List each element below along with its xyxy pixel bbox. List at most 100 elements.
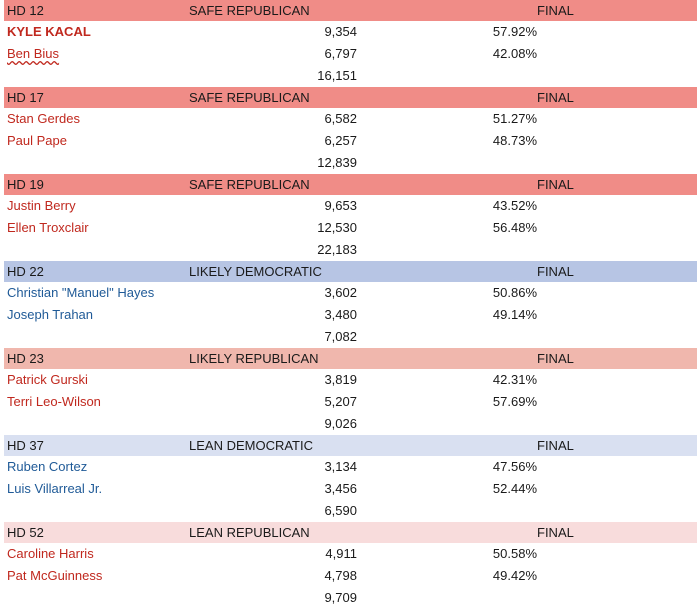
race-total-votes: 6,590 bbox=[324, 503, 357, 518]
candidate-name: Justin Berry bbox=[7, 198, 76, 213]
candidate-name: Caroline Harris bbox=[7, 546, 94, 561]
race-status: FINAL bbox=[537, 438, 574, 453]
race-rating: SAFE REPUBLICAN bbox=[189, 90, 310, 105]
race-status: FINAL bbox=[537, 525, 574, 540]
candidate-votes: 3,134 bbox=[324, 459, 357, 474]
candidate-votes: 4,798 bbox=[324, 568, 357, 583]
candidate-name: Stan Gerdes bbox=[7, 111, 80, 126]
race-status: FINAL bbox=[537, 264, 574, 279]
race-block: HD 19 SAFE REPUBLICAN FINAL Justin Berry 9,6… bbox=[4, 174, 697, 261]
race-total-votes: 16,151 bbox=[317, 68, 357, 83]
race-header: HD 12 SAFE REPUBLICAN FINAL bbox=[4, 0, 697, 21]
race-total-row: 9,709 bbox=[4, 587, 697, 609]
race-rating: LIKELY REPUBLICAN bbox=[189, 351, 319, 366]
candidate-name: Joseph Trahan bbox=[7, 307, 94, 322]
candidate-name: Ruben Cortez bbox=[7, 459, 88, 474]
candidate-votes: 4,911 bbox=[325, 546, 357, 561]
candidate-percent: 50.86% bbox=[492, 285, 537, 300]
race-total-row: 12,839 bbox=[4, 152, 697, 174]
race-header: HD 22 LIKELY DEMOCRATIC FINAL bbox=[4, 261, 697, 282]
candidate-percent: 50.58% bbox=[492, 546, 537, 561]
race-rating: SAFE REPUBLICAN bbox=[189, 3, 310, 18]
race-block: HD 22 LIKELY DEMOCRATIC FINAL Christian "Ma… bbox=[4, 261, 697, 348]
candidate-votes: 3,480 bbox=[324, 307, 357, 322]
race-block: HD 17 SAFE REPUBLICAN FINAL Stan Gerdes 6,58… bbox=[4, 87, 697, 174]
race-rating: LIKELY DEMOCRATIC bbox=[189, 264, 322, 279]
candidate-row: Justin Berry 9,653 43.52% bbox=[4, 195, 697, 217]
results-sheet: HD 12 SAFE REPUBLICAN FINAL KYLE KACAL 9,354… bbox=[4, 0, 697, 609]
candidate-name: Ellen Troxclair bbox=[7, 220, 89, 235]
candidate-votes: 3,819 bbox=[324, 372, 357, 387]
candidate-percent: 42.08% bbox=[492, 46, 537, 61]
candidate-row: Ben Bius 6,797 42.08% bbox=[4, 43, 697, 65]
race-header: HD 23 LIKELY REPUBLICAN FINAL bbox=[4, 348, 697, 369]
race-total-row: 16,151 bbox=[4, 65, 697, 87]
candidate-votes: 6,582 bbox=[324, 111, 357, 126]
candidate-row: Stan Gerdes 6,582 51.27% bbox=[4, 108, 697, 130]
race-block: HD 52 LEAN REPUBLICAN FINAL Caroline Harris… bbox=[4, 522, 697, 609]
candidate-name: Pat McGuinness bbox=[7, 568, 103, 583]
candidate-name: Patrick Gurski bbox=[7, 372, 88, 387]
district-label: HD 37 bbox=[7, 438, 44, 453]
candidate-name: KYLE KACAL bbox=[7, 24, 91, 39]
race-header: HD 19 SAFE REPUBLICAN FINAL bbox=[4, 174, 697, 195]
candidate-percent: 57.69% bbox=[492, 394, 537, 409]
candidate-row: Christian "Manuel" Hayes 3,602 50.86% bbox=[4, 282, 697, 304]
race-rating: SAFE REPUBLICAN bbox=[189, 177, 310, 192]
candidate-votes: 9,354 bbox=[324, 24, 357, 39]
candidate-row: Patrick Gurski 3,819 42.31% bbox=[4, 369, 697, 391]
candidate-name: Christian "Manuel" Hayes bbox=[7, 285, 155, 300]
candidate-row: Ellen Troxclair 12,530 56.48% bbox=[4, 217, 697, 239]
candidate-name: Luis Villarreal Jr. bbox=[7, 481, 103, 496]
race-header: HD 37 LEAN DEMOCRATIC FINAL bbox=[4, 435, 697, 456]
candidate-votes: 12,530 bbox=[317, 220, 357, 235]
candidate-row: Ruben Cortez 3,134 47.56% bbox=[4, 456, 697, 478]
race-status: FINAL bbox=[537, 3, 574, 18]
candidate-row: Pat McGuinness 4,798 49.42% bbox=[4, 565, 697, 587]
race-total-row: 6,590 bbox=[4, 500, 697, 522]
race-header: HD 52 LEAN REPUBLICAN FINAL bbox=[4, 522, 697, 543]
candidate-row: Joseph Trahan 3,480 49.14% bbox=[4, 304, 697, 326]
race-rating: LEAN REPUBLICAN bbox=[189, 525, 310, 540]
race-block: HD 37 LEAN DEMOCRATIC FINAL Ruben Cortez 3,1… bbox=[4, 435, 697, 522]
race-total-votes: 9,026 bbox=[324, 416, 357, 431]
candidate-votes: 9,653 bbox=[324, 198, 357, 213]
candidate-percent: 56.48% bbox=[492, 220, 537, 235]
candidate-row: Terri Leo-Wilson 5,207 57.69% bbox=[4, 391, 697, 413]
district-label: HD 52 bbox=[7, 525, 44, 540]
candidate-percent: 49.14% bbox=[492, 307, 537, 322]
race-block: HD 23 LIKELY REPUBLICAN FINAL Patrick Gursk… bbox=[4, 348, 697, 435]
district-label: HD 22 bbox=[7, 264, 44, 279]
candidate-percent: 52.44% bbox=[492, 481, 537, 496]
candidate-votes: 3,456 bbox=[324, 481, 357, 496]
race-total-votes: 7,082 bbox=[324, 329, 357, 344]
candidate-percent: 51.27% bbox=[492, 111, 537, 126]
candidate-percent: 57.92% bbox=[492, 24, 537, 39]
district-label: HD 12 bbox=[7, 3, 44, 18]
candidate-name: Ben Bius bbox=[7, 46, 60, 61]
race-rating: LEAN DEMOCRATIC bbox=[189, 438, 313, 453]
race-total-votes: 9,709 bbox=[324, 590, 357, 605]
race-total-votes: 12,839 bbox=[317, 155, 357, 170]
race-total-votes: 22,183 bbox=[317, 242, 357, 257]
candidate-percent: 48.73% bbox=[492, 133, 537, 148]
candidate-percent: 43.52% bbox=[492, 198, 537, 213]
candidate-percent: 49.42% bbox=[492, 568, 537, 583]
candidate-votes: 6,797 bbox=[324, 46, 357, 61]
district-label: HD 23 bbox=[7, 351, 44, 366]
race-header: HD 17 SAFE REPUBLICAN FINAL bbox=[4, 87, 697, 108]
candidate-percent: 42.31% bbox=[492, 372, 537, 387]
candidate-name: Paul Pape bbox=[7, 133, 67, 148]
candidate-name: Terri Leo-Wilson bbox=[7, 394, 101, 409]
race-status: FINAL bbox=[537, 351, 574, 366]
race-status: FINAL bbox=[537, 90, 574, 105]
candidate-row: KYLE KACAL 9,354 57.92% bbox=[4, 21, 697, 43]
race-total-row: 22,183 bbox=[4, 239, 697, 261]
candidate-votes: 3,602 bbox=[324, 285, 357, 300]
candidate-row: Caroline Harris 4,911 50.58% bbox=[4, 543, 697, 565]
candidate-row: Luis Villarreal Jr. 3,456 52.44% bbox=[4, 478, 697, 500]
district-label: HD 17 bbox=[7, 90, 44, 105]
district-label: HD 19 bbox=[7, 177, 44, 192]
candidate-votes: 6,257 bbox=[324, 133, 357, 148]
candidate-votes: 5,207 bbox=[324, 394, 357, 409]
